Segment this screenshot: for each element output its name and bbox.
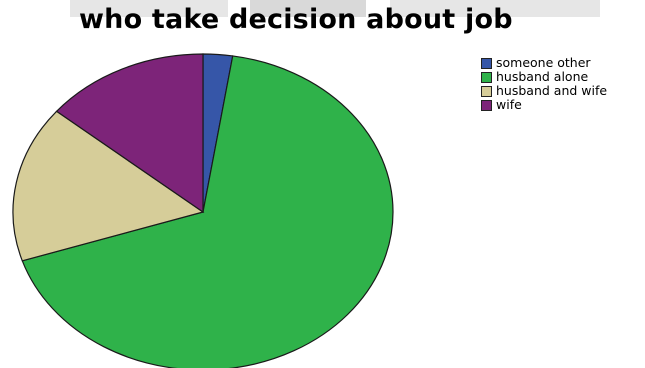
banner-band xyxy=(250,0,366,17)
legend-label: wife xyxy=(496,97,522,112)
chart-title: who take decision about job xyxy=(79,4,513,35)
pie-slice-wife xyxy=(55,53,204,214)
legend-item: someone other xyxy=(481,56,607,70)
legend-swatch xyxy=(481,85,492,97)
legend-label: someone other xyxy=(496,55,591,70)
chart-legend: someone other husband alone husband and wi… xyxy=(481,56,607,112)
legend-label: husband alone xyxy=(496,69,589,84)
legend-swatch xyxy=(481,99,492,111)
banner-band xyxy=(70,0,228,17)
banner-band xyxy=(390,0,600,17)
legend-swatch xyxy=(481,57,492,69)
legend-label: husband and wife xyxy=(496,83,608,98)
legend-swatch xyxy=(481,71,492,83)
pie-slice-husband-and-wife xyxy=(12,110,205,262)
legend-item: husband and wife xyxy=(481,84,607,98)
top-banner xyxy=(0,0,645,17)
legend-item: husband alone xyxy=(481,70,607,84)
legend-item: wife xyxy=(481,98,607,112)
pie-slice-husband-alone xyxy=(21,55,394,368)
